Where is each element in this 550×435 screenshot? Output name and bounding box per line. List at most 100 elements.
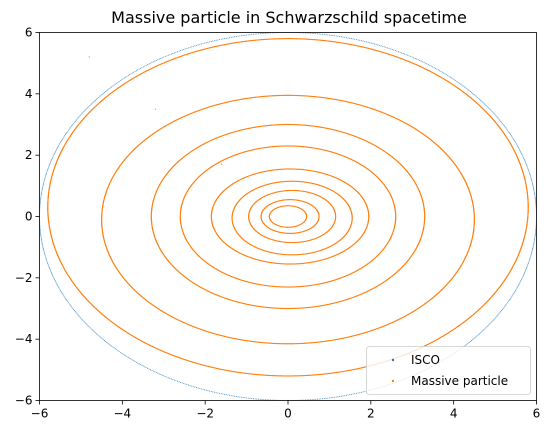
- isco-point: [76, 313, 78, 315]
- isco-point: [60, 290, 62, 292]
- isco-point: [160, 57, 162, 59]
- isco-point: [69, 127, 71, 129]
- isco-point: [510, 297, 512, 299]
- isco-point: [452, 78, 454, 80]
- isco-point: [347, 394, 349, 396]
- isco-point: [534, 196, 536, 198]
- isco-point: [67, 301, 69, 303]
- isco-point: [434, 67, 437, 69]
- isco-point: [50, 271, 52, 273]
- isco-point: [58, 287, 60, 289]
- isco-point: [122, 78, 124, 80]
- isco-point: [126, 75, 128, 77]
- isco-point: [483, 102, 485, 104]
- isco-point: [234, 36, 236, 38]
- isco-point: [383, 46, 385, 48]
- isco-point: [386, 47, 389, 49]
- isco-point: [49, 164, 51, 166]
- isco-point: [55, 149, 57, 151]
- isco-point: [63, 295, 65, 297]
- isco-point: [504, 305, 506, 307]
- isco-point: [478, 333, 481, 335]
- isco-point: [311, 399, 313, 401]
- isco-point: [85, 323, 87, 325]
- isco-point: [523, 274, 525, 276]
- isco-point: [129, 357, 131, 359]
- isco-point: [213, 391, 216, 393]
- isco-point: [506, 303, 508, 305]
- isco-point: [258, 398, 260, 400]
- isco-point: [515, 142, 517, 144]
- isco-point: [533, 191, 535, 193]
- isco-point: [480, 99, 482, 101]
- isco-point: [380, 45, 382, 47]
- isco-point: [325, 34, 327, 36]
- isco-point: [315, 33, 317, 35]
- isco-point: [494, 114, 496, 116]
- isco-point: [154, 60, 156, 62]
- massive-particle-point: [527, 207, 529, 209]
- isco-point: [465, 344, 467, 346]
- isco-point: [73, 309, 75, 311]
- isco-point: [530, 178, 532, 181]
- isco-point: [157, 372, 159, 374]
- isco-point: [519, 282, 521, 284]
- isco-point: [355, 39, 358, 41]
- isco-point: [410, 55, 412, 58]
- isco-point: [463, 86, 465, 88]
- isco-point: [510, 134, 512, 136]
- isco-point: [184, 48, 186, 50]
- isco-point: [323, 397, 325, 400]
- isco-point: [113, 84, 115, 86]
- isco-point: [334, 396, 336, 398]
- isco-point: [79, 316, 81, 318]
- isco-point: [533, 192, 536, 194]
- isco-point: [97, 97, 99, 99]
- isco-point: [526, 166, 528, 168]
- isco-point: [63, 136, 65, 138]
- isco-point: [347, 37, 349, 39]
- isco-point: [125, 355, 127, 357]
- isco-point: [327, 397, 329, 399]
- isco-point: [94, 99, 96, 101]
- isco-point: [121, 352, 123, 354]
- isco-point: [119, 80, 121, 82]
- isco-point: [516, 144, 518, 146]
- isco-point: [334, 35, 336, 37]
- isco-point: [155, 59, 157, 62]
- isco-point: [239, 35, 241, 37]
- isco-point: [339, 35, 341, 38]
- isco-point: [457, 81, 459, 83]
- isco-point: [364, 40, 366, 43]
- isco-point: [176, 51, 179, 53]
- isco-point: [218, 39, 221, 41]
- isco-point: [117, 81, 119, 83]
- isco-point: [76, 118, 78, 120]
- isco-point: [488, 107, 490, 109]
- isco-point: [147, 367, 149, 369]
- isco-point: [181, 49, 183, 51]
- isco-point: [259, 398, 261, 400]
- isco-point: [487, 106, 489, 108]
- isco-point: [44, 254, 46, 256]
- isco-point: [80, 317, 82, 319]
- isco-point: [249, 34, 251, 36]
- isco-point: [500, 310, 503, 312]
- isco-point: [230, 395, 232, 397]
- isco-point: [235, 35, 237, 38]
- isco-point: [259, 33, 261, 35]
- isco-point: [340, 36, 342, 38]
- isco-point: [510, 135, 512, 137]
- isco-point: [237, 35, 239, 37]
- isco-point: [466, 88, 468, 90]
- isco-point: [175, 51, 177, 53]
- isco-point: [318, 398, 320, 400]
- isco-point: [68, 303, 70, 305]
- isco-point: [192, 386, 194, 388]
- isco-point: [101, 93, 103, 95]
- isco-point: [444, 73, 446, 75]
- isco-point: [513, 291, 515, 294]
- isco-point: [417, 59, 419, 61]
- isco-point: [486, 326, 488, 328]
- isco-point: [232, 36, 234, 38]
